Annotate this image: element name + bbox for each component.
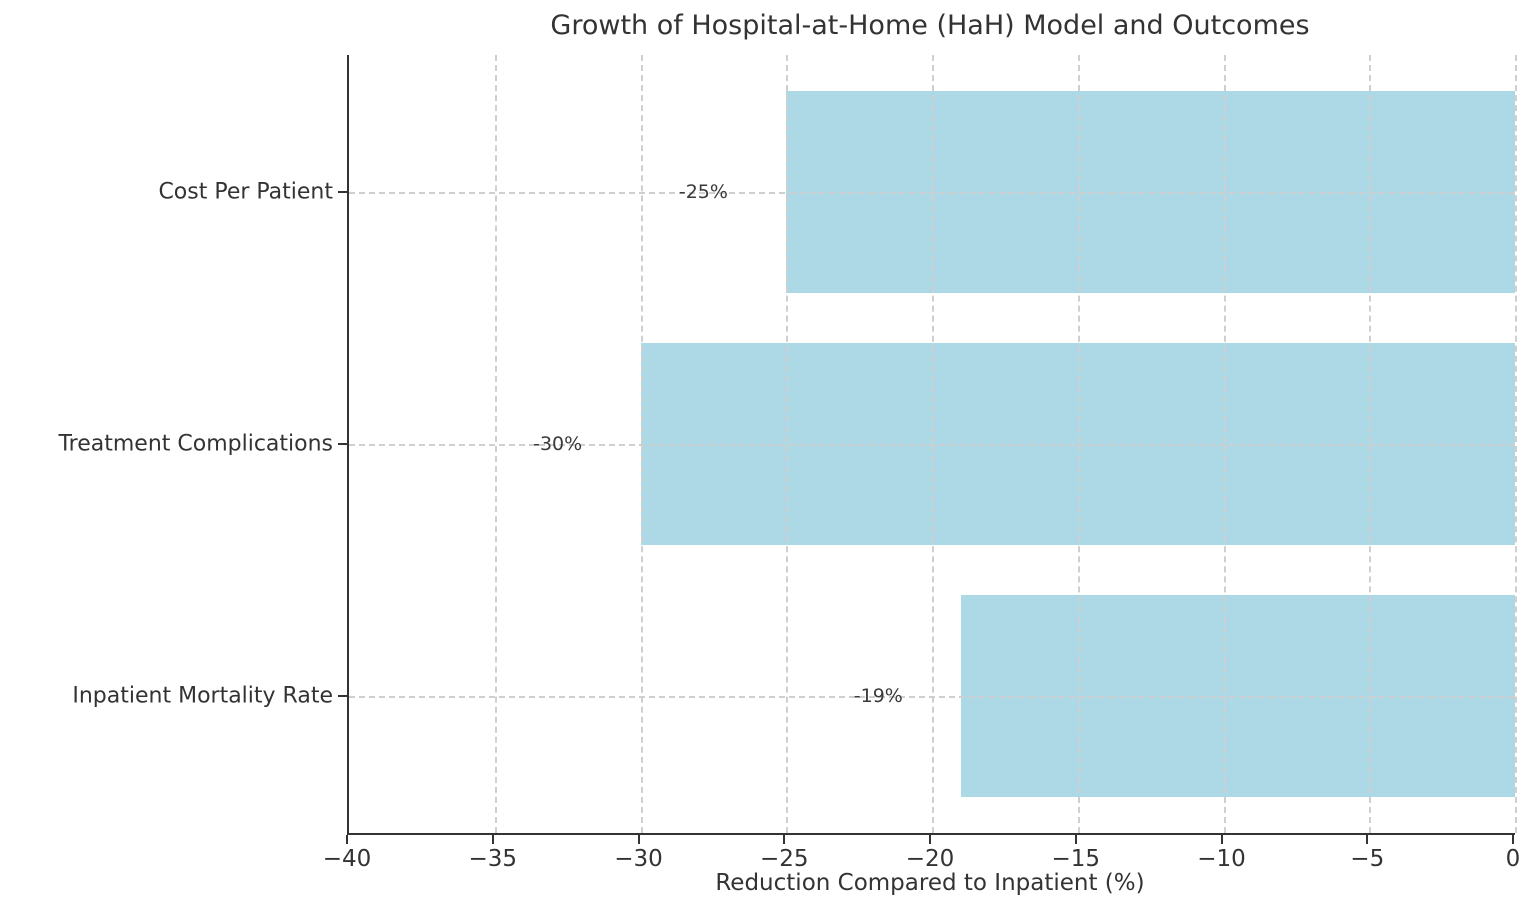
bar-value-label: -19% [853, 685, 903, 708]
bar-value-label: -25% [678, 180, 728, 203]
y-axis-tick-mark [338, 190, 347, 193]
x-axis-tick-label: −40 [322, 846, 372, 872]
plot-area: -25% -30% -19% [347, 55, 1517, 835]
x-axis-tick-mark [637, 835, 640, 844]
x-axis-tick-mark [783, 835, 786, 844]
x-axis-tick-label: −15 [1051, 846, 1101, 872]
x-axis-tick-label: −35 [468, 846, 518, 872]
horizontal-gridline [349, 696, 1515, 699]
x-axis-tick-label: 0 [1505, 846, 1521, 872]
y-axis-category-label: Treatment Complications [58, 431, 333, 457]
bar-value-label: -30% [533, 433, 583, 455]
x-axis-tick-mark [1366, 835, 1369, 844]
x-axis-tick-mark [1512, 835, 1514, 844]
y-axis-tick-mark [338, 443, 347, 445]
horizontal-gridline [349, 191, 1515, 194]
y-axis-tick-mark [338, 695, 347, 698]
x-axis-tick-label: −10 [1197, 846, 1246, 872]
x-axis-label: Reduction Compared to Inpatient (%) [715, 870, 1145, 896]
y-axis-category-label: Inpatient Mortality Rate [72, 683, 333, 709]
x-axis-tick-label: −30 [614, 846, 663, 872]
x-axis-tick-label: −20 [905, 846, 955, 872]
chart-title: Growth of Hospital-at-Home (HaH) Model a… [550, 10, 1310, 41]
vertical-gridline [1515, 55, 1517, 833]
x-axis-tick-label: −25 [759, 846, 809, 872]
x-axis-tick-mark [346, 835, 348, 844]
x-axis-tick-mark [929, 835, 931, 844]
x-axis-tick-mark [1074, 835, 1077, 844]
x-axis-tick-mark [1220, 835, 1223, 844]
y-axis-category-label: Cost Per Patient [158, 179, 333, 205]
horizontal-gridline [349, 444, 1515, 446]
x-axis-tick-mark [491, 835, 494, 844]
x-axis-tick-label: −5 [1350, 846, 1385, 872]
